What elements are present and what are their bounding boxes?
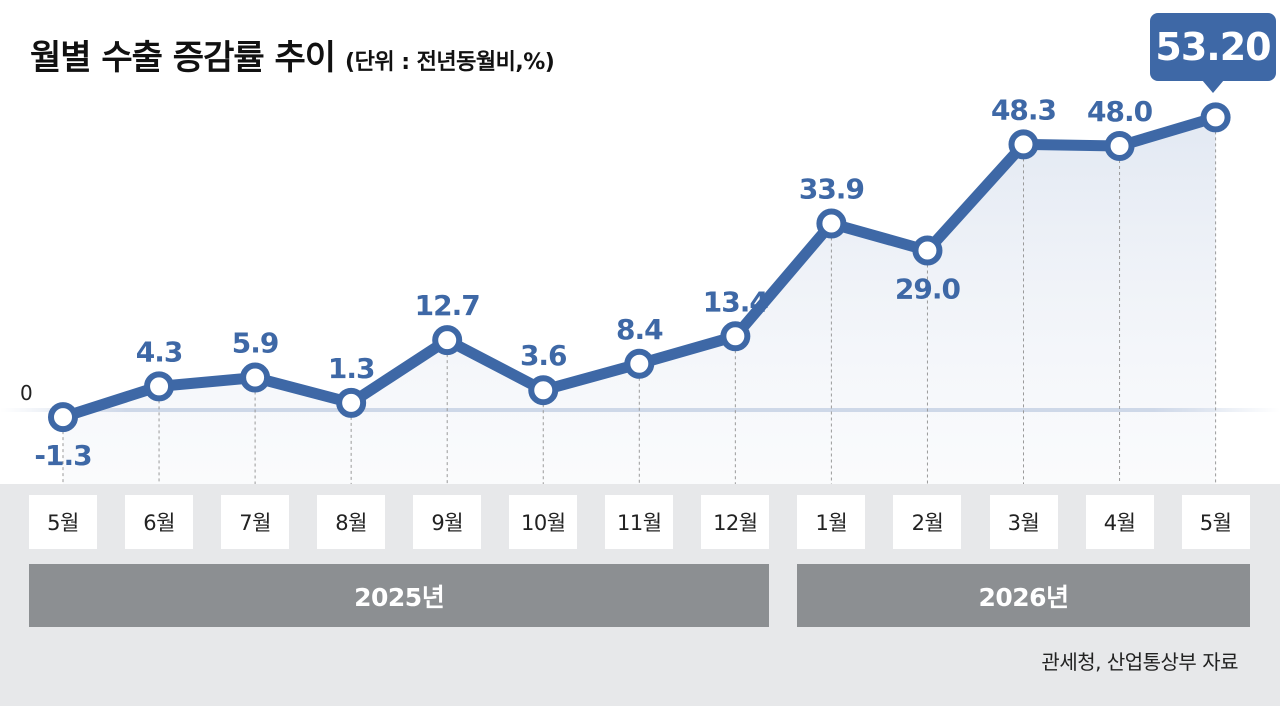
data-label: 33.9	[799, 173, 864, 206]
x-tick-label: 3월	[989, 495, 1058, 549]
x-tick-label: 8월	[317, 495, 386, 549]
data-label: 8.4	[616, 313, 663, 346]
x-tick-label: 6월	[125, 495, 194, 549]
x-tick-label: 11월	[605, 495, 674, 549]
data-label: 29.0	[895, 273, 961, 306]
data-label: -1.3	[34, 439, 91, 472]
data-point	[240, 362, 271, 393]
data-point	[1008, 129, 1039, 160]
latest-value-callout: 53.20	[1150, 13, 1276, 81]
x-tick-label: 5월	[1181, 495, 1250, 549]
area-fill	[63, 117, 1216, 485]
x-tick-label: 1월	[797, 495, 866, 549]
data-label: 48.0	[1087, 95, 1153, 128]
x-tick-label: 10월	[509, 495, 578, 549]
x-tick-label: 5월	[29, 495, 97, 549]
x-tick-label: 7월	[221, 495, 290, 549]
chart-title: 월별 수출 증감률 추이	[30, 38, 336, 78]
data-point	[1200, 102, 1231, 133]
data-point	[528, 375, 559, 406]
data-point	[1104, 131, 1135, 161]
data-label: 4.3	[136, 335, 183, 368]
chart-subtitle: (단위 : 전년동월비,%)	[345, 50, 555, 75]
data-label: 12.7	[415, 289, 480, 322]
data-point	[336, 387, 367, 418]
data-label: 5.9	[232, 327, 279, 360]
callout-pointer	[1202, 80, 1224, 93]
data-label: 13.4	[703, 285, 769, 318]
data-point	[48, 402, 78, 433]
data-point	[144, 371, 175, 402]
y-tick-label: 0	[20, 381, 33, 405]
x-tick-label: 4월	[1085, 495, 1154, 549]
year-group-label: 2025년	[29, 564, 770, 627]
year-group-label: 2026년	[797, 564, 1250, 627]
x-tick-label: 12월	[701, 495, 770, 549]
x-tick-label: 9월	[413, 495, 482, 549]
data-label: 3.6	[520, 339, 567, 372]
zero-line	[0, 408, 1280, 412]
data-point	[432, 325, 463, 356]
data-point	[624, 348, 655, 379]
chart-title-group: 월별 수출 증감률 추이 (단위 : 전년동월비,%)	[30, 30, 555, 79]
source-note: 관세청, 산업통상부 자료	[1041, 650, 1238, 674]
x-tick-label: 2월	[893, 495, 962, 549]
data-label: 1.3	[328, 352, 375, 385]
data-point	[720, 321, 751, 352]
data-point	[816, 208, 847, 239]
data-point	[912, 235, 943, 266]
data-label: 48.3	[991, 93, 1056, 126]
